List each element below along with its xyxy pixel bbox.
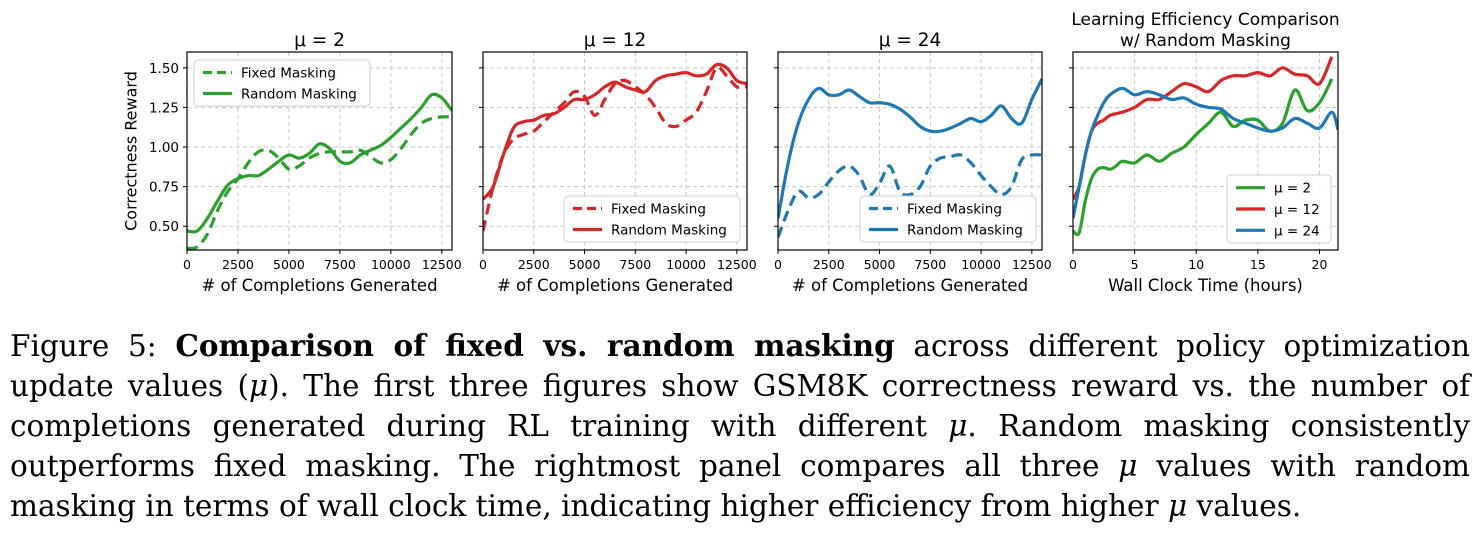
series-line-1 (778, 153, 1042, 238)
caption-mu-2: μ (948, 409, 968, 443)
legend-label: μ = 24 (1274, 223, 1320, 239)
series-line-2 (778, 78, 1042, 219)
y-tick-label: 1.25 (149, 100, 179, 116)
axes-frame (482, 51, 748, 251)
legend-label: μ = 2 (1274, 181, 1311, 197)
caption-bold: Comparison of fixed vs. random masking (175, 328, 895, 363)
legend-frame (563, 195, 741, 243)
x-tick-label: 7500 (324, 257, 356, 272)
x-tick-label: 0 (1069, 257, 1077, 272)
x-tick-label: 2500 (518, 257, 550, 272)
x-tick-label: 12500 (717, 257, 757, 272)
legend: Fixed Masking Random Masking (563, 195, 741, 243)
series-line-2 (187, 92, 452, 234)
legend-frame (1226, 174, 1332, 244)
x-tick-label: 2500 (813, 257, 845, 272)
x-tick-label: 5000 (864, 257, 896, 272)
caption-part-3: . Random masking consistently outperform… (10, 409, 1471, 483)
chart-title: Learning Efficiency Comparison (1071, 10, 1339, 30)
y-axis-label: Correctness Reward (122, 71, 141, 231)
chart-title: μ = 12 (584, 30, 647, 51)
caption-mu-4: μ (1167, 489, 1188, 523)
x-tick-label: 10000 (371, 257, 411, 272)
legend: Fixed Masking Random Masking (859, 195, 1037, 243)
x-tick-label: 12500 (422, 257, 462, 272)
x-tick-label: 7500 (619, 257, 651, 272)
x-tick-label: 0 (774, 257, 782, 272)
series-line-1 (1073, 78, 1334, 237)
chart-panel-2: 0 2500 5000 7500 10000 12500 # of Completions … (479, 30, 757, 295)
series-line-2 (483, 62, 747, 201)
legend-label: Fixed Masking (241, 66, 336, 82)
x-axis-label: # of Completions Generated (497, 276, 733, 295)
chart-title: μ = 2 (294, 30, 345, 51)
legend-label: Random Masking (241, 87, 357, 103)
caption-label: Figure 5: (10, 329, 157, 363)
x-tick-label: 10 (1188, 257, 1204, 272)
axes-frame (777, 51, 1043, 251)
caption-part-5: values. (1187, 489, 1302, 523)
caption-mu-1: μ (248, 369, 269, 403)
axes-frame (186, 51, 453, 251)
x-tick-label: 10000 (961, 257, 1001, 272)
axes-frame (1072, 51, 1339, 251)
series-line-2 (1073, 56, 1334, 201)
chart-panel-3: 0 2500 5000 7500 10000 12500 # of Completions … (774, 30, 1052, 295)
legend-frame (193, 59, 371, 107)
x-tick-label: 2500 (222, 257, 254, 272)
legend-label: Random Masking (907, 223, 1023, 239)
x-tick-label: 5 (1131, 257, 1139, 272)
chart-title: μ = 24 (879, 30, 942, 51)
series-line-3 (1073, 86, 1338, 219)
legend: Fixed Masking Random Masking (193, 59, 371, 107)
caption-mu-3: μ (1118, 449, 1138, 483)
x-tick-label: 0 (479, 257, 487, 272)
x-tick-label: 0 (183, 257, 191, 272)
chart-panel-1: 0 2500 5000 7500 10000 12500 0.50 0.75 1.00 1.25 1… (122, 30, 462, 295)
figure-panels: 0 2500 5000 7500 10000 125000.500.751.001.251… (122, 10, 1340, 295)
x-tick-label: 5000 (273, 257, 305, 272)
caption-part-4: values with random masking in terms of w… (10, 449, 1471, 523)
y-tick-label: 0.50 (149, 219, 179, 235)
x-tick-label: 5000 (569, 257, 601, 272)
x-tick-label: 15 (1250, 257, 1266, 272)
legend-frame (859, 195, 1037, 243)
x-tick-label: 10000 (666, 257, 706, 272)
chart-title: w/ Random Masking (1120, 31, 1291, 51)
x-axis-label: # of Completions Generated (201, 276, 437, 295)
caption-part-2: ). The first three figures show GSM8K co… (10, 369, 1471, 443)
legend-label: Fixed Masking (611, 202, 706, 218)
figure-caption: Figure 5: Comparison of fixed vs. random… (10, 326, 1470, 526)
x-tick-label: 20 (1312, 257, 1328, 272)
series-line-1 (187, 115, 452, 250)
y-tick-label: 1.00 (149, 140, 179, 156)
legend-label: Random Masking (611, 223, 727, 239)
caption-part-1: across different policy optimization upd… (10, 329, 1470, 403)
x-axis-label: Wall Clock Time (hours) (1108, 276, 1303, 295)
chart-panel-4: 0 5 10 15 20 Wall Clock Time (hours) Learning … (1069, 10, 1340, 295)
x-axis-label: # of Completions Generated (792, 276, 1028, 295)
legend-label: Fixed Masking (907, 202, 1002, 218)
x-tick-label: 7500 (914, 257, 946, 272)
legend-label: μ = 12 (1274, 202, 1320, 218)
y-tick-label: 0.75 (149, 180, 179, 196)
x-tick-label: 12500 (1012, 257, 1052, 272)
y-tick-label: 1.50 (149, 61, 179, 77)
legend: μ = 2 μ = 12 μ = 24 (1226, 174, 1332, 244)
